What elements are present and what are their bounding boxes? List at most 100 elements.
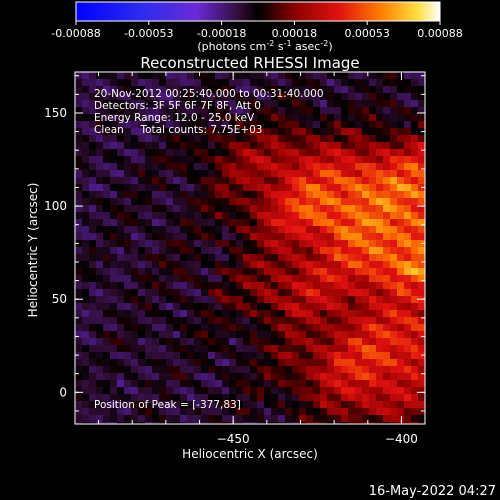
- heatmap-pixel: [180, 317, 188, 325]
- heatmap-pixel: [82, 275, 90, 283]
- heatmap-pixel: [236, 177, 244, 185]
- heatmap-pixel: [285, 380, 293, 388]
- heatmap-pixel: [313, 401, 321, 409]
- heatmap-pixel: [166, 156, 174, 164]
- heatmap-pixel: [264, 198, 272, 206]
- heatmap-pixel: [96, 226, 104, 234]
- heatmap-pixel: [313, 177, 321, 185]
- heatmap-pixel: [257, 142, 265, 150]
- heatmap-pixel: [250, 303, 258, 311]
- heatmap-pixel: [327, 170, 335, 178]
- heatmap-pixel: [285, 359, 293, 367]
- heatmap-pixel: [257, 317, 265, 325]
- heatmap-pixel: [229, 331, 237, 339]
- heatmap-pixel: [285, 72, 293, 80]
- heatmap-pixel: [152, 177, 160, 185]
- heatmap-pixel: [264, 219, 272, 227]
- heatmap-pixel: [124, 401, 132, 409]
- heatmap-pixel: [327, 422, 335, 424]
- heatmap-pixel: [411, 324, 419, 332]
- heatmap-pixel: [397, 408, 405, 416]
- heatmap-pixel: [404, 394, 412, 402]
- heatmap-pixel: [411, 233, 419, 241]
- heatmap-pixel: [229, 149, 237, 157]
- heatmap-pixel: [404, 380, 412, 388]
- heatmap-pixel: [222, 275, 230, 283]
- heatmap-pixel: [348, 408, 356, 416]
- heatmap-pixel: [264, 303, 272, 311]
- heatmap-pixel: [320, 303, 328, 311]
- heatmap-pixel: [131, 170, 139, 178]
- heatmap-pixel: [145, 268, 153, 276]
- heatmap-pixel: [194, 268, 202, 276]
- heatmap-pixel: [264, 135, 272, 143]
- heatmap-pixel: [152, 394, 160, 402]
- heatmap-pixel: [243, 247, 251, 255]
- heatmap-pixel: [334, 310, 342, 318]
- heatmap-pixel: [292, 184, 300, 192]
- heatmap-pixel: [257, 247, 265, 255]
- heatmap-pixel: [131, 366, 139, 374]
- heatmap-pixel: [215, 170, 223, 178]
- heatmap-pixel: [376, 254, 384, 262]
- heatmap-pixel: [180, 289, 188, 297]
- heatmap-pixel: [376, 338, 384, 346]
- heatmap-pixel: [250, 212, 258, 220]
- heatmap-pixel: [166, 408, 174, 416]
- heatmap-pixel: [110, 79, 118, 87]
- heatmap-pixel: [285, 275, 293, 283]
- heatmap-pixel: [320, 359, 328, 367]
- heatmap-pixel: [110, 317, 118, 325]
- heatmap-pixel: [376, 114, 384, 122]
- colorbar-tick-label: 0.00053: [344, 27, 390, 40]
- heatmap-pixel: [278, 303, 286, 311]
- heatmap-pixel: [180, 107, 188, 115]
- heatmap-pixel: [264, 268, 272, 276]
- heatmap-pixel: [103, 408, 111, 416]
- heatmap-pixel: [75, 114, 83, 122]
- heatmap-pixel: [236, 394, 244, 402]
- heatmap-pixel: [327, 86, 335, 94]
- heatmap-pixel: [327, 268, 335, 276]
- heatmap-pixel: [362, 408, 370, 416]
- heatmap-pixel: [355, 373, 363, 381]
- heatmap-pixel: [201, 289, 209, 297]
- heatmap-pixel: [82, 135, 90, 143]
- heatmap-pixel: [327, 352, 335, 360]
- heatmap-pixel: [180, 261, 188, 269]
- heatmap-pixel: [96, 156, 104, 164]
- heatmap-pixel: [278, 380, 286, 388]
- heatmap-pixel: [369, 114, 377, 122]
- heatmap-pixel: [334, 380, 342, 388]
- heatmap-pixel: [215, 359, 223, 367]
- heatmap-pixel: [75, 394, 83, 402]
- heatmap-pixel: [348, 100, 356, 108]
- heatmap-pixel: [215, 310, 223, 318]
- heatmap-pixel: [327, 184, 335, 192]
- heatmap-pixel: [159, 142, 167, 150]
- heatmap-pixel: [376, 422, 384, 424]
- heatmap-pixel: [348, 401, 356, 409]
- heatmap-pixel: [264, 149, 272, 157]
- heatmap-pixel: [320, 121, 328, 129]
- heatmap-pixel: [348, 198, 356, 206]
- heatmap-pixel: [243, 212, 251, 220]
- heatmap-pixel: [103, 205, 111, 213]
- heatmap-pixel: [117, 72, 125, 80]
- heatmap-pixel: [306, 205, 314, 213]
- heatmap-pixel: [96, 72, 104, 80]
- heatmap-pixel: [334, 219, 342, 227]
- heatmap-pixel: [341, 289, 349, 297]
- heatmap-pixel: [313, 331, 321, 339]
- heatmap-pixel: [264, 100, 272, 108]
- heatmap-pixel: [236, 114, 244, 122]
- heatmap-pixel: [327, 331, 335, 339]
- heatmap-pixel: [369, 366, 377, 374]
- heatmap-pixel: [229, 338, 237, 346]
- heatmap-pixel: [145, 107, 153, 115]
- heatmap-pixel: [362, 324, 370, 332]
- heatmap-pixel: [82, 226, 90, 234]
- heatmap-pixel: [257, 275, 265, 283]
- heatmap-pixel: [292, 289, 300, 297]
- heatmap-pixel: [96, 352, 104, 360]
